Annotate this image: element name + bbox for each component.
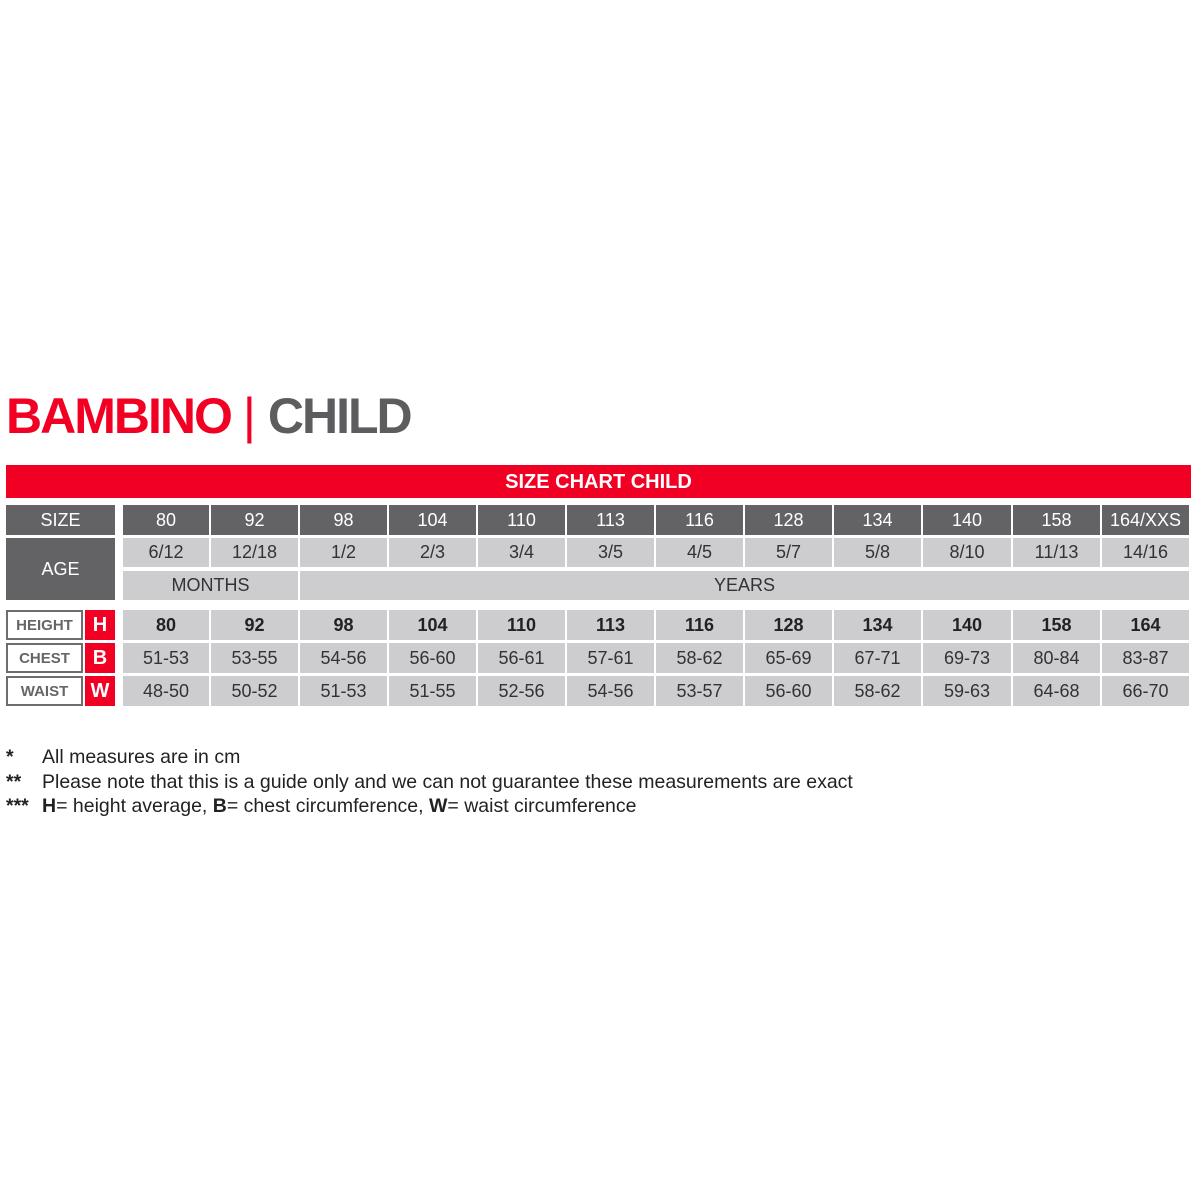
waist-value-cell: 56-60 xyxy=(745,676,832,706)
size-label: SIZE xyxy=(6,505,115,535)
waist-value-cell: 66-70 xyxy=(1102,676,1189,706)
footnotes: * All measures are in cm ** Please note tha… xyxy=(6,745,853,819)
size-header-cell: 113 xyxy=(567,505,654,535)
chest-value-cell: 69-73 xyxy=(923,643,1011,673)
chart-title-bar: SIZE CHART CHILD xyxy=(6,465,1191,498)
age-cell: 3/4 xyxy=(478,538,565,567)
height-label: HEIGHT xyxy=(6,610,83,640)
waist-value-cell: 51-55 xyxy=(389,676,476,706)
waist-value-cell: 50-52 xyxy=(211,676,298,706)
waist-value-cell: 54-56 xyxy=(567,676,654,706)
chest-value-cell: 56-60 xyxy=(389,643,476,673)
chest-value-cell: 80-84 xyxy=(1013,643,1100,673)
age-cell: 3/5 xyxy=(567,538,654,567)
chest-value-cell: 51-53 xyxy=(123,643,209,673)
footnote-segment: Please note that this is a guide only an… xyxy=(42,770,853,793)
height-value-cell: 164 xyxy=(1102,610,1189,640)
size-header-cell: 80 xyxy=(123,505,209,535)
age-cell: 1/2 xyxy=(300,538,387,567)
title-child: CHILD xyxy=(267,388,413,444)
age-cell: 5/8 xyxy=(834,538,921,567)
title-separator: | xyxy=(242,388,256,444)
footnote: * All measures are in cm xyxy=(6,745,853,770)
waist-value-cell: 52-56 xyxy=(478,676,565,706)
height-value-cell: 92 xyxy=(211,610,298,640)
height-value-cell: 128 xyxy=(745,610,832,640)
size-header-cell: 140 xyxy=(923,505,1011,535)
size-header-cell: 128 xyxy=(745,505,832,535)
footnote-marker: * xyxy=(6,746,14,768)
height-value-cell: 98 xyxy=(300,610,387,640)
chest-label: CHEST xyxy=(6,643,83,673)
age-cell: 6/12 xyxy=(123,538,209,567)
title-bambino: BAMBINO xyxy=(6,388,233,444)
size-header-cell: 158 xyxy=(1013,505,1100,535)
chest-value-cell: 56-61 xyxy=(478,643,565,673)
footnote-segment: = height average, xyxy=(56,795,213,817)
size-header-cell: 104 xyxy=(389,505,476,535)
height-value-cell: 113 xyxy=(567,610,654,640)
footnote-key: B xyxy=(212,795,227,817)
chest-value-cell: 67-71 xyxy=(834,643,921,673)
waist-value-cell: 51-53 xyxy=(300,676,387,706)
age-cell: 11/13 xyxy=(1013,538,1100,567)
age-cell: 12/18 xyxy=(211,538,298,567)
footnote: ** Please note that this is a guide only … xyxy=(6,770,853,795)
waist-value-cell: 58-62 xyxy=(834,676,921,706)
size-header-cell: 134 xyxy=(834,505,921,535)
size-header-cell: 92 xyxy=(211,505,298,535)
footnote-marker: *** xyxy=(6,795,29,817)
height-value-cell: 80 xyxy=(123,610,209,640)
waist-value-cell: 59-63 xyxy=(923,676,1011,706)
footnote-segment: All measures are in cm xyxy=(42,746,241,768)
footnote: *** H= height average, B= chest circumfer… xyxy=(6,794,853,819)
age-label: AGE xyxy=(6,538,115,600)
height-value-cell: 110 xyxy=(478,610,565,640)
age-unit-months: MONTHS xyxy=(123,571,298,600)
height-value-cell: 158 xyxy=(1013,610,1100,640)
age-cell: 14/16 xyxy=(1102,538,1189,567)
chest-letter-badge: B xyxy=(85,643,115,673)
chest-value-cell: 53-55 xyxy=(211,643,298,673)
waist-value-cell: 64-68 xyxy=(1013,676,1100,706)
footnote-segment: = chest circumference, xyxy=(226,795,429,817)
footnote-key: W xyxy=(428,795,448,817)
page-title: BAMBINO | CHILD xyxy=(6,386,413,446)
age-cell: 4/5 xyxy=(656,538,743,567)
waist-letter-badge: W xyxy=(85,676,115,706)
size-header-cell: 116 xyxy=(656,505,743,535)
footnote-text: H= height average, B= chest circumferenc… xyxy=(42,794,637,819)
footnote-marker: ** xyxy=(6,770,22,793)
age-cell: 2/3 xyxy=(389,538,476,567)
age-cell: 8/10 xyxy=(923,538,1011,567)
footnote-text: Please note that this is a guide only an… xyxy=(42,770,853,795)
size-header-cell: 98 xyxy=(300,505,387,535)
waist-value-cell: 48-50 xyxy=(123,676,209,706)
waist-label: WAIST xyxy=(6,676,83,706)
height-value-cell: 116 xyxy=(656,610,743,640)
chest-value-cell: 58-62 xyxy=(656,643,743,673)
age-unit-years: YEARS xyxy=(300,571,1189,600)
waist-value-cell: 53-57 xyxy=(656,676,743,706)
age-cell: 5/7 xyxy=(745,538,832,567)
chest-value-cell: 83-87 xyxy=(1102,643,1189,673)
chest-value-cell: 57-61 xyxy=(567,643,654,673)
height-letter-badge: H xyxy=(85,610,115,640)
footnote-segment: = waist circumference xyxy=(447,795,637,817)
footnote-text: All measures are in cm xyxy=(42,745,240,770)
footnote-key: H xyxy=(42,795,57,817)
size-header-cell: 164/XXS xyxy=(1102,505,1189,535)
height-value-cell: 134 xyxy=(834,610,921,640)
chest-value-cell: 65-69 xyxy=(745,643,832,673)
height-value-cell: 140 xyxy=(923,610,1011,640)
size-header-cell: 110 xyxy=(478,505,565,535)
height-value-cell: 104 xyxy=(389,610,476,640)
chest-value-cell: 54-56 xyxy=(300,643,387,673)
